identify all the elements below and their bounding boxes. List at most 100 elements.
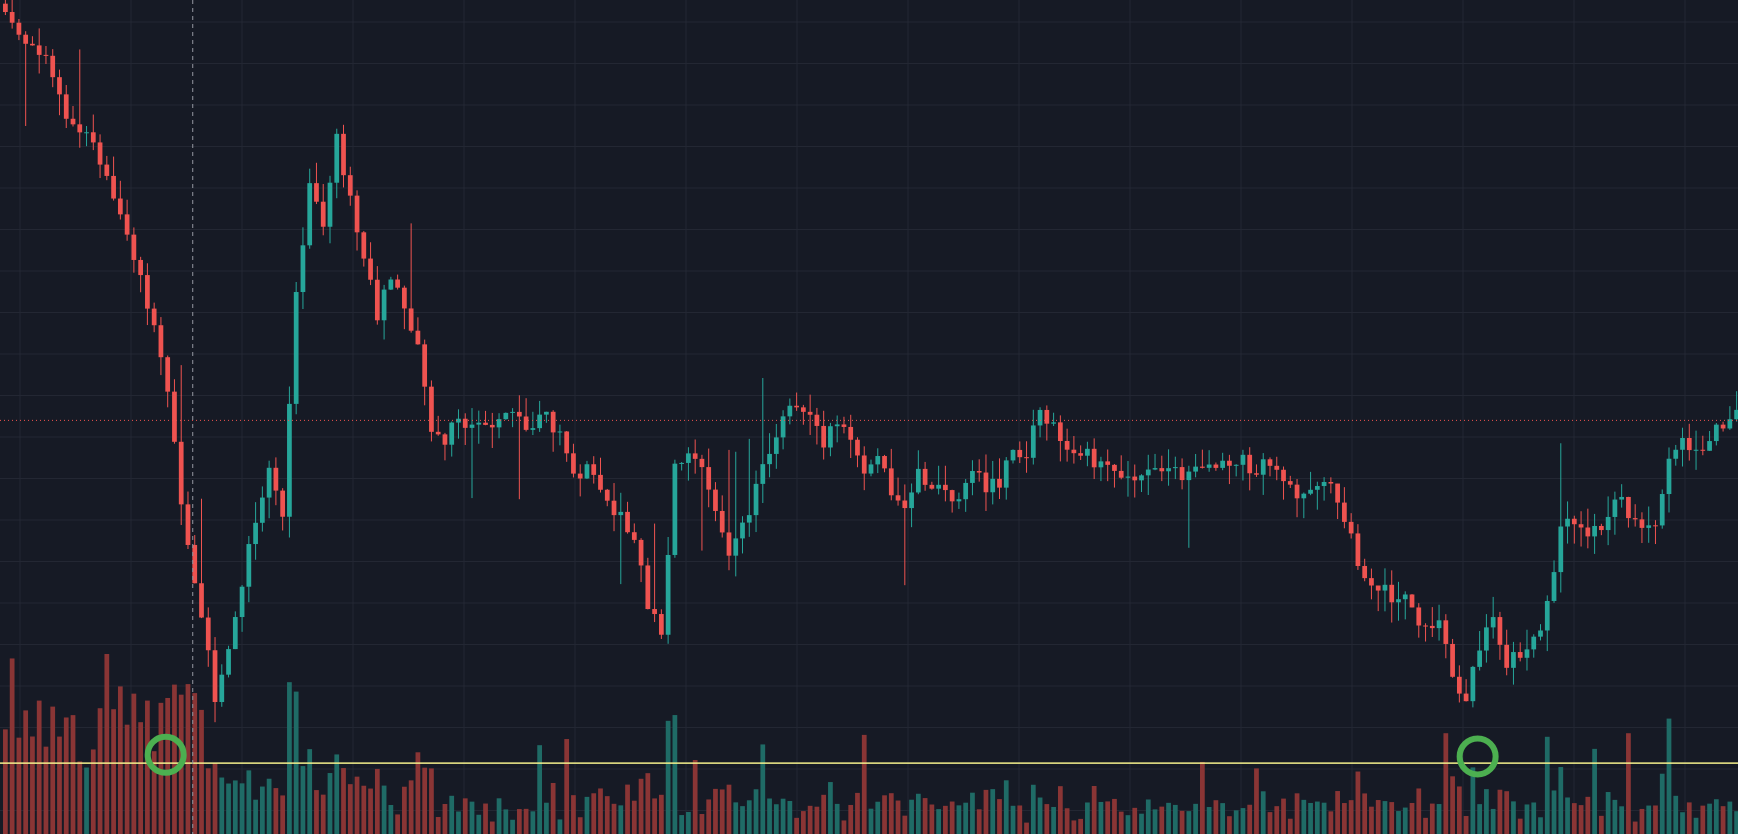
candle-body <box>1139 475 1144 481</box>
volume-bar <box>1051 806 1056 834</box>
volume-bar <box>1443 733 1449 834</box>
volume-bar <box>807 805 813 834</box>
volume-bar <box>185 684 191 834</box>
volume-bar <box>1348 800 1354 834</box>
volume-bar <box>1206 807 1212 834</box>
volume-bar <box>314 790 319 834</box>
volume-bar <box>30 736 35 834</box>
volume-bar <box>550 782 556 834</box>
candle-body <box>1254 473 1259 475</box>
volume-bar <box>868 808 874 834</box>
candle-body <box>1396 599 1401 603</box>
volume-bar <box>963 802 969 834</box>
candle-body <box>273 467 279 491</box>
volume-bar <box>50 706 56 834</box>
candle-body <box>3 3 8 13</box>
volume-bar <box>1598 815 1604 834</box>
volume-bar <box>1233 810 1239 834</box>
volume-bar <box>821 794 827 834</box>
volume-bar <box>1673 795 1679 834</box>
volume-bar <box>422 767 428 834</box>
volume-bar <box>1091 785 1097 834</box>
candle-body <box>1612 499 1618 517</box>
candle-layer <box>3 0 1738 723</box>
candle-body <box>1301 493 1307 499</box>
candle-body <box>1470 666 1476 702</box>
volume-bar <box>1396 811 1401 834</box>
volume-bar <box>713 788 718 834</box>
volume-bar <box>1517 818 1523 834</box>
candle-body <box>1186 471 1192 481</box>
candle-body <box>347 175 353 196</box>
volume-bar <box>226 783 231 834</box>
candle-body <box>1206 464 1212 468</box>
candle-body <box>1024 457 1029 459</box>
volume-bar <box>1551 790 1557 834</box>
candle-body <box>1051 422 1056 424</box>
candle-body <box>604 489 610 501</box>
volume-bar <box>1484 789 1489 834</box>
volume-bar <box>1707 803 1712 834</box>
volume-bar <box>557 819 563 834</box>
candle-body <box>1200 466 1205 468</box>
candle-body <box>571 453 576 474</box>
candle-body <box>1389 584 1395 603</box>
volume-bar <box>1314 801 1320 834</box>
candle-body <box>922 468 928 485</box>
candle-body <box>16 22 22 35</box>
volume-bar <box>347 784 353 834</box>
volume-bar <box>462 798 468 834</box>
candle-body <box>408 308 414 331</box>
volume-bar <box>266 778 272 834</box>
volume-bar <box>1240 808 1246 834</box>
volume-bar <box>456 811 461 834</box>
candle-body <box>259 497 265 523</box>
candle-body <box>1713 424 1719 442</box>
candle-body <box>1274 465 1280 470</box>
volume-bar <box>16 737 22 834</box>
volume-bar <box>1220 803 1226 834</box>
candle-body <box>679 462 685 464</box>
candle-body <box>564 431 570 454</box>
volume-bar <box>1064 808 1070 834</box>
candle-body <box>104 164 110 176</box>
volume-bar <box>902 815 908 834</box>
volume-bar <box>9 658 15 834</box>
candle-body <box>496 419 502 428</box>
volume-bar <box>773 804 779 834</box>
candle-body <box>652 609 657 615</box>
candle-body <box>1511 652 1516 668</box>
volume-bar <box>1585 796 1591 834</box>
candle-body <box>402 287 407 309</box>
candle-body <box>90 132 96 143</box>
volume-bar <box>199 709 204 834</box>
candle-body <box>63 94 69 119</box>
candle-body <box>307 183 313 246</box>
candle-body <box>821 425 827 448</box>
candle-body <box>915 468 921 493</box>
candle-body <box>1375 585 1381 591</box>
volume-bar <box>1260 791 1266 834</box>
volume-bar <box>287 682 292 834</box>
candle-body <box>1369 578 1374 586</box>
volume-bar <box>1179 810 1185 834</box>
candle-body <box>956 499 962 502</box>
volume-bar <box>970 792 975 834</box>
volume-bar <box>679 815 685 834</box>
candle-body <box>936 484 941 489</box>
volume-bar <box>1267 812 1273 834</box>
candle-body <box>57 77 62 95</box>
volume-bar <box>699 814 705 834</box>
candle-body <box>1490 617 1496 628</box>
candle-body <box>841 424 847 427</box>
volume-bar <box>1646 805 1652 834</box>
candle-body <box>1362 565 1368 579</box>
volume-bar <box>1172 804 1178 834</box>
candle-body <box>760 464 766 484</box>
candle-body <box>1571 518 1577 525</box>
candle-body <box>1402 594 1408 600</box>
candle-body <box>902 500 908 509</box>
